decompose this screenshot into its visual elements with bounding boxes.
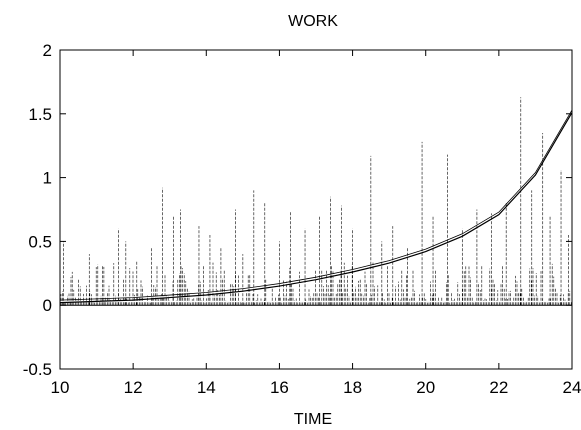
x-tick-label: 22 [489,378,508,397]
curve-series [59,109,573,304]
chart-title: WORK [288,13,338,30]
y-tick-label: -0.5 [23,360,52,379]
x-tick-label: 20 [416,378,435,397]
y-tick-label: 1 [43,169,52,188]
x-tick-label: 14 [197,378,216,397]
x-tick-label: 24 [563,378,581,397]
curve-line [59,112,573,304]
y-tick-label: 1.5 [28,105,52,124]
y-tick-label: 0 [43,296,52,315]
plot-frame [59,49,573,370]
spike-series [60,97,572,306]
y-tick-label: 2 [43,41,52,60]
x-tick-label: 16 [270,378,289,397]
curve-line-upper [59,109,573,301]
x-axis-label: TIME [294,411,332,428]
y-tick-label: 0.5 [28,232,52,251]
axis-tick-labels: 10 12 14 16 18 20 22 24 -0.5 0 0.5 1 1.5 2 [23,41,581,397]
axis-ticks [59,49,573,370]
x-tick-label: 18 [343,378,362,397]
x-tick-label: 10 [51,378,70,397]
x-tick-label: 12 [124,378,143,397]
